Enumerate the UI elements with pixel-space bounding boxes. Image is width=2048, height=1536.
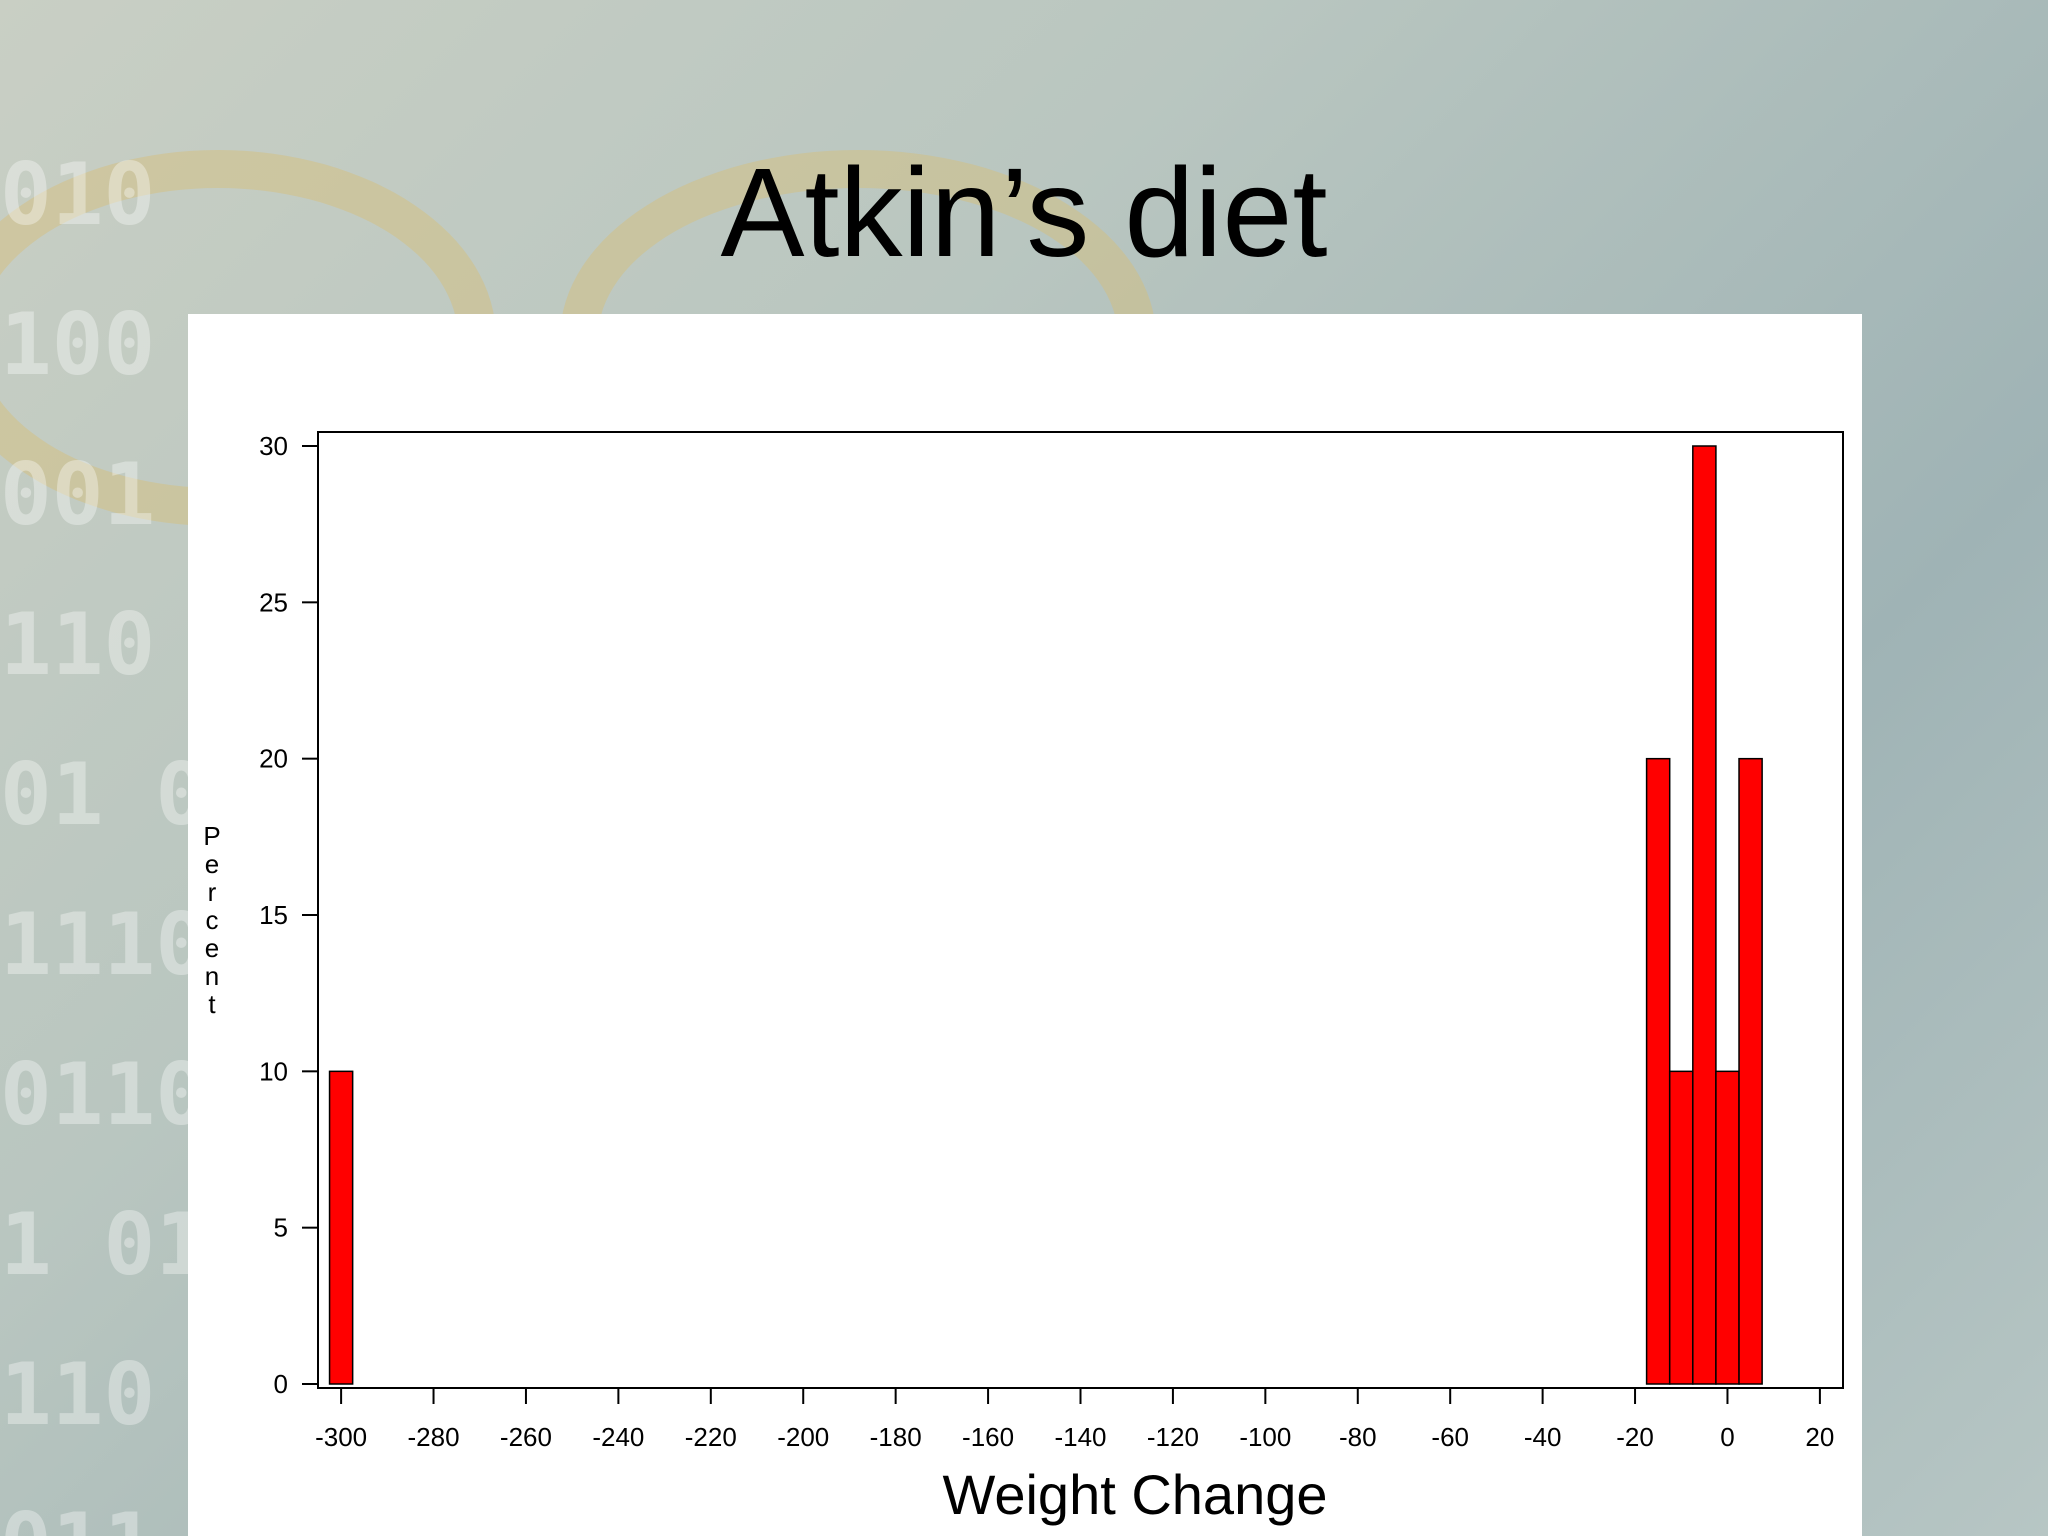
slide-title: Atkin’s diet [720, 142, 1328, 283]
x-tick-label: -100 [1239, 1422, 1291, 1452]
y-axis-title-letter: e [204, 849, 220, 879]
y-axis-title-letter: n [204, 961, 220, 991]
x-tick-label: -20 [1616, 1422, 1654, 1452]
histogram-bar [1668, 1070, 1694, 1385]
x-tick-label: -200 [777, 1422, 829, 1452]
histogram-bar [1692, 445, 1717, 1385]
x-tick-label: -80 [1339, 1422, 1377, 1452]
chart-panel: -300 -280 -260 -240 -220 -200 -180 -160 -140 -120… [188, 314, 1862, 1536]
x-tick-label: -40 [1524, 1422, 1562, 1452]
binary-digits-decoration: 010 100 001 1 110 01 0 1110 0110 1 01 11… [0, 145, 200, 1536]
x-tick-label: -140 [1054, 1422, 1106, 1452]
y-tick-label: 25 [259, 587, 288, 617]
x-tick-label: -280 [408, 1422, 460, 1452]
y-axis-title-letter: e [204, 933, 220, 963]
x-tick-label: -300 [315, 1422, 367, 1452]
y-tick-label: 15 [259, 900, 288, 930]
y-tick-label: 20 [259, 744, 288, 774]
x-tick-label: -120 [1147, 1422, 1199, 1452]
x-tick-label: -240 [592, 1422, 644, 1452]
y-tick-label: 10 [259, 1056, 288, 1086]
histogram-chart: -300 -280 -260 -240 -220 -200 -180 -160 -140 -120… [259, 431, 1844, 1526]
x-tick-label: 20 [1805, 1422, 1834, 1452]
x-tick-label: -260 [500, 1422, 552, 1452]
y-tick-label: 5 [274, 1213, 288, 1243]
y-axis-title-letter: c [205, 905, 219, 935]
histogram-bar [1715, 1070, 1740, 1385]
y-axis-title-letter: t [208, 989, 216, 1019]
histogram-bar [1645, 757, 1671, 1385]
x-tick-label: -60 [1431, 1422, 1469, 1452]
y-tick-label: 30 [259, 431, 288, 461]
x-tick-label: 0 [1720, 1422, 1734, 1452]
x-tick-label: -180 [870, 1422, 922, 1452]
y-axis-title-letter: P [203, 821, 221, 851]
histogram-bar [1738, 757, 1763, 1385]
x-tick-label: -160 [962, 1422, 1014, 1452]
x-tick-label: -220 [685, 1422, 737, 1452]
plot-area-frame [317, 431, 1844, 1389]
histogram-bar [328, 1070, 354, 1385]
x-axis-title: Weight Change [943, 1463, 1328, 1526]
y-axis-title-letter: r [207, 877, 217, 907]
y-tick-label: 0 [274, 1369, 288, 1399]
